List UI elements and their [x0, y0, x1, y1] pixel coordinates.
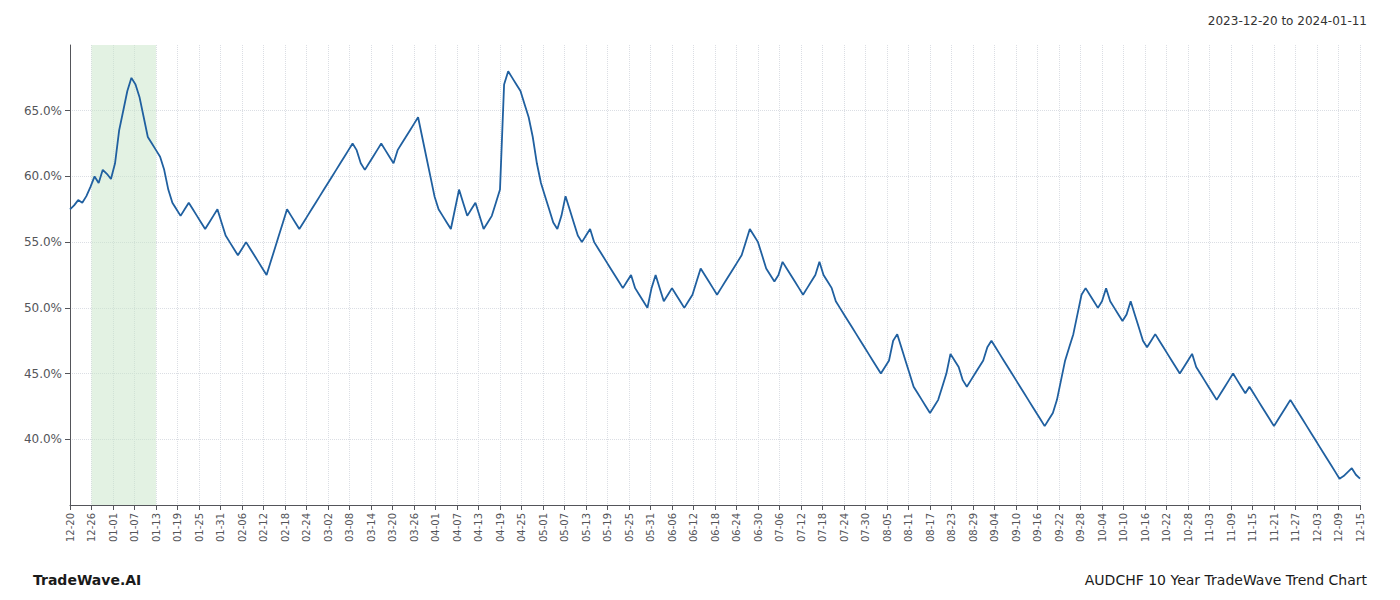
svg-text:01-31: 01-31: [215, 513, 226, 542]
svg-text:10-04: 10-04: [1097, 513, 1108, 542]
svg-text:11-27: 11-27: [1290, 513, 1301, 542]
svg-text:01-07: 01-07: [129, 513, 140, 542]
svg-text:09-22: 09-22: [1054, 513, 1065, 542]
svg-text:02-24: 02-24: [301, 513, 312, 542]
svg-text:12-26: 12-26: [86, 513, 97, 542]
svg-text:01-19: 01-19: [172, 513, 183, 542]
svg-text:05-01: 05-01: [538, 513, 549, 542]
svg-text:06-12: 06-12: [688, 513, 699, 542]
svg-text:03-08: 03-08: [344, 513, 355, 542]
svg-text:08-29: 08-29: [968, 513, 979, 542]
svg-text:12-15: 12-15: [1355, 513, 1366, 542]
svg-text:10-16: 10-16: [1140, 513, 1151, 542]
svg-text:AUDCHF 10 Year TradeWave Trend: AUDCHF 10 Year TradeWave Trend Chart: [1085, 572, 1368, 588]
svg-text:07-30: 07-30: [860, 513, 871, 542]
svg-text:01-25: 01-25: [194, 513, 205, 542]
svg-text:02-18: 02-18: [280, 513, 291, 542]
svg-text:09-10: 09-10: [1011, 513, 1022, 542]
svg-text:05-13: 05-13: [581, 513, 592, 542]
svg-text:03-26: 03-26: [409, 513, 420, 542]
svg-text:65.0%: 65.0%: [24, 104, 62, 118]
svg-text:06-06: 06-06: [667, 513, 678, 542]
svg-text:02-12: 02-12: [258, 513, 269, 542]
svg-text:12-09: 12-09: [1333, 513, 1344, 542]
svg-text:11-09: 11-09: [1226, 513, 1237, 542]
svg-text:01-13: 01-13: [151, 513, 162, 542]
svg-text:11-15: 11-15: [1247, 513, 1258, 542]
svg-text:08-17: 08-17: [925, 513, 936, 542]
svg-text:01-01: 01-01: [108, 513, 119, 542]
svg-text:05-25: 05-25: [624, 513, 635, 542]
svg-text:07-24: 07-24: [839, 513, 850, 542]
svg-text:04-07: 04-07: [452, 513, 463, 542]
svg-text:04-13: 04-13: [473, 513, 484, 542]
svg-text:11-03: 11-03: [1204, 513, 1215, 542]
svg-text:03-14: 03-14: [366, 513, 377, 542]
svg-text:04-01: 04-01: [430, 513, 441, 542]
svg-text:02-06: 02-06: [237, 513, 248, 542]
svg-text:07-18: 07-18: [817, 513, 828, 542]
svg-text:08-23: 08-23: [946, 513, 957, 542]
svg-text:45.0%: 45.0%: [24, 367, 62, 381]
svg-text:11-21: 11-21: [1269, 513, 1280, 542]
svg-text:05-31: 05-31: [645, 513, 656, 542]
svg-text:60.0%: 60.0%: [24, 169, 62, 183]
svg-text:09-28: 09-28: [1075, 513, 1086, 542]
svg-text:03-20: 03-20: [387, 513, 398, 542]
svg-text:07-12: 07-12: [796, 513, 807, 542]
svg-text:12-03: 12-03: [1312, 513, 1323, 542]
svg-text:09-04: 09-04: [989, 513, 1000, 542]
svg-text:03-02: 03-02: [323, 513, 334, 542]
svg-text:04-25: 04-25: [516, 513, 527, 542]
svg-text:12-20: 12-20: [65, 513, 76, 542]
svg-text:08-11: 08-11: [903, 513, 914, 542]
svg-text:10-22: 10-22: [1161, 513, 1172, 542]
svg-text:55.0%: 55.0%: [24, 235, 62, 249]
svg-text:06-30: 06-30: [753, 513, 764, 542]
svg-text:06-18: 06-18: [710, 513, 721, 542]
svg-text:05-19: 05-19: [602, 513, 613, 542]
svg-text:07-06: 07-06: [774, 513, 785, 542]
svg-text:10-28: 10-28: [1183, 513, 1194, 542]
svg-text:05-07: 05-07: [559, 513, 570, 542]
svg-text:40.0%: 40.0%: [24, 432, 62, 446]
svg-text:04-19: 04-19: [495, 513, 506, 542]
svg-text:10-10: 10-10: [1118, 513, 1129, 542]
svg-text:2023-12-20 to 2024-01-11: 2023-12-20 to 2024-01-11: [1208, 14, 1367, 28]
svg-text:08-05: 08-05: [882, 513, 893, 542]
svg-text:TradeWave.AI: TradeWave.AI: [33, 572, 141, 588]
svg-text:09-16: 09-16: [1032, 513, 1043, 542]
svg-text:50.0%: 50.0%: [24, 301, 62, 315]
svg-text:06-24: 06-24: [731, 513, 742, 542]
